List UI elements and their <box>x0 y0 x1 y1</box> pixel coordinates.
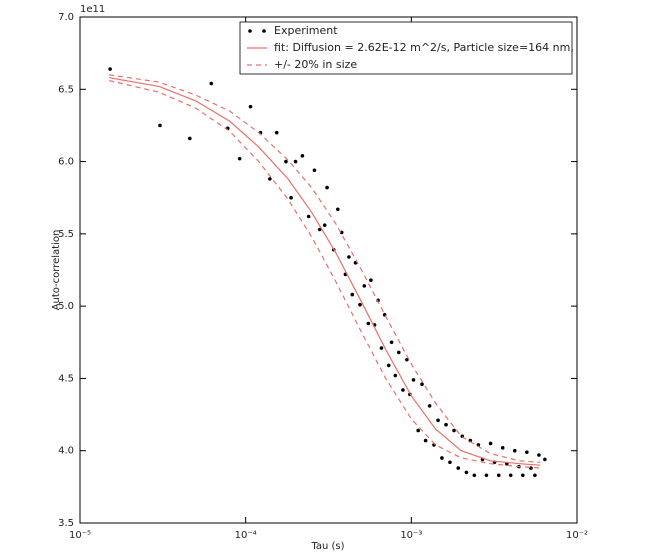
data-point <box>268 177 272 181</box>
data-point <box>448 460 452 465</box>
data-point <box>411 378 416 382</box>
data-point <box>300 153 305 158</box>
data-point <box>401 388 405 392</box>
data-point <box>464 470 469 475</box>
x-tick-label: 10⁻⁵ <box>69 530 91 541</box>
data-point <box>369 278 373 282</box>
y-axis-label: Auto-correlation <box>51 230 62 311</box>
y-tick-label: 4.0 <box>58 446 74 457</box>
data-point <box>274 130 279 135</box>
data-point <box>416 428 420 433</box>
data-point <box>543 457 547 462</box>
data-point <box>525 450 529 454</box>
data-point <box>108 67 112 71</box>
data-point <box>312 168 317 173</box>
x-tick-label: 10⁻⁴ <box>235 530 257 541</box>
data-point <box>358 302 362 307</box>
fit-line <box>109 74 541 463</box>
data-point <box>537 453 541 457</box>
data-point <box>440 456 444 460</box>
legend-marker <box>262 29 266 33</box>
data-point <box>389 340 394 345</box>
fit-line <box>109 77 541 466</box>
data-point <box>484 473 489 478</box>
y-tick-label: 7.0 <box>58 12 74 23</box>
data-point <box>472 473 477 478</box>
legend-label: fit: Diffusion = 2.62E-12 m^2/s, Particl… <box>274 41 574 54</box>
legend-marker <box>248 29 252 33</box>
data-point <box>237 156 242 161</box>
data-point <box>468 438 473 443</box>
data-point <box>350 292 355 297</box>
data-point <box>366 321 371 326</box>
data-point <box>496 473 501 478</box>
data-point <box>396 350 401 355</box>
data-point <box>325 185 329 190</box>
data-point <box>158 123 162 128</box>
data-point <box>393 373 398 378</box>
data-point <box>284 159 288 164</box>
data-point <box>420 382 424 387</box>
data-point <box>500 446 505 450</box>
y-tick-label: 3.5 <box>58 518 74 529</box>
legend-label: Experiment <box>274 24 338 37</box>
y-tick-label: 6.0 <box>58 157 74 168</box>
data-point <box>488 441 493 446</box>
data-point <box>293 159 298 164</box>
data-point <box>444 422 448 427</box>
legend-label: +/- 20% in size <box>274 58 357 71</box>
data-point <box>306 214 311 219</box>
data-point <box>452 428 456 433</box>
data-point <box>289 195 293 200</box>
data-point <box>362 284 367 288</box>
data-point <box>427 404 432 408</box>
data-point <box>436 418 440 423</box>
y-tick-label: 5.5 <box>58 229 74 240</box>
data-point <box>347 255 351 259</box>
data-point <box>336 207 340 212</box>
data-point <box>521 473 525 478</box>
data-point <box>405 357 409 362</box>
data-point <box>379 346 384 350</box>
data-point <box>423 438 428 443</box>
data-point <box>386 363 391 368</box>
x-tick-label: 10⁻³ <box>400 530 422 541</box>
data-point <box>209 81 214 86</box>
offset-label: 1e11 <box>80 4 105 15</box>
x-tick-label: 10⁻² <box>566 530 588 541</box>
data-point <box>533 473 537 478</box>
data-point <box>317 227 322 232</box>
fit-line-lower <box>109 80 541 469</box>
y-tick-label: 4.5 <box>58 373 74 384</box>
data-point <box>456 466 461 470</box>
y-tick-label: 6.5 <box>58 84 74 95</box>
data-point <box>187 136 192 141</box>
data-point <box>512 448 517 453</box>
x-axis-label: Tau (s) <box>310 541 344 552</box>
data-point <box>508 473 513 478</box>
legend-box <box>239 21 573 75</box>
plot-frame <box>79 16 578 524</box>
data-point <box>322 223 327 227</box>
y-tick-label: 5.0 <box>58 301 74 312</box>
data-point <box>248 104 253 109</box>
